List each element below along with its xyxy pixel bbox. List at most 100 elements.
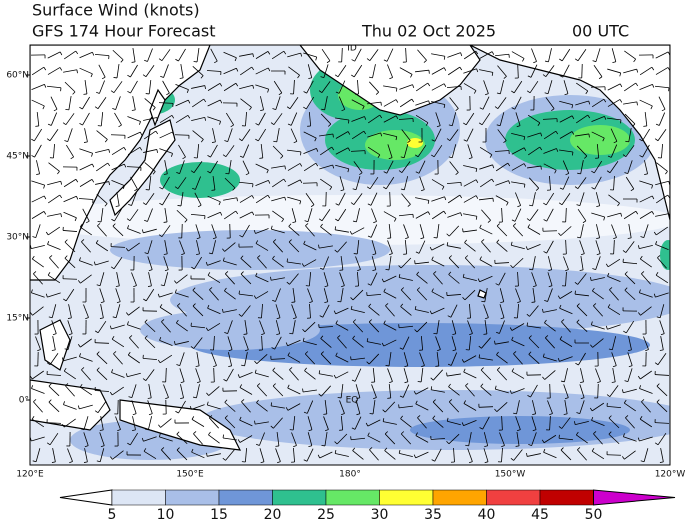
wind-barb: [243, 320, 248, 335]
wind-barb: [67, 304, 72, 319]
wind-barb: [111, 336, 125, 348]
wind-barb: [574, 48, 587, 62]
barb-flag: [463, 400, 466, 404]
wind-barb: [190, 337, 203, 349]
wind-barb: [209, 287, 219, 301]
barb-staff: [561, 321, 571, 333]
barb-staff: [223, 260, 237, 266]
barb-staff: [275, 96, 281, 110]
barb-flag: [461, 359, 465, 363]
wind-barb: [242, 160, 250, 176]
barb-flag: [496, 124, 501, 127]
barb-staff: [180, 384, 184, 398]
barb-staff: [207, 322, 221, 332]
wind-barb: [62, 226, 78, 232]
barb-staff: [273, 113, 283, 125]
barb-flag: [362, 106, 365, 110]
wind-barb: [193, 431, 203, 445]
barb-staff: [287, 387, 301, 395]
barb-flag: [100, 445, 105, 448]
barb-flag: [81, 367, 85, 371]
barb-flag: [565, 173, 569, 176]
wind-barb: [112, 96, 121, 110]
barb-flag: [637, 437, 640, 442]
latitude-label: 30°N: [6, 233, 29, 243]
wind-barb: [400, 303, 412, 316]
wind-barb: [193, 48, 200, 63]
barb-flag: [385, 269, 390, 271]
barb-flag: [147, 397, 152, 399]
wind-barb: [639, 83, 655, 91]
wind-barb: [305, 193, 315, 208]
barb-flag: [617, 202, 620, 207]
barb-staff: [335, 117, 349, 121]
barb-flag: [267, 89, 270, 93]
wind-barb: [143, 448, 157, 460]
barb-staff: [65, 288, 75, 302]
barb-flag: [404, 365, 408, 368]
barb-staff: [561, 48, 571, 62]
wind-barb: [31, 416, 45, 428]
wind-barb: [160, 272, 169, 287]
wind-barb: [350, 356, 365, 361]
barb-flag: [348, 119, 350, 124]
wind-barb: [163, 240, 168, 255]
barb-staff: [530, 384, 538, 398]
time-label: 00 UTC: [572, 22, 629, 41]
barb-staff: [383, 132, 397, 138]
barb-staff: [447, 52, 461, 58]
barb-flag: [155, 130, 159, 135]
barb-staff: [31, 180, 45, 186]
wind-barb: [542, 118, 558, 123]
barb-flag: [335, 203, 339, 206]
barb-staff: [212, 176, 216, 190]
barb-flag: [302, 388, 304, 393]
barb-flag: [479, 107, 484, 110]
barb-staff: [383, 275, 397, 283]
barb-staff: [47, 51, 61, 59]
barb-flag: [283, 51, 287, 55]
wind-barb: [319, 164, 335, 170]
wind-barb: [222, 102, 238, 107]
wind-barb: [147, 272, 152, 287]
wind-barb: [558, 226, 572, 236]
barb-flag: [243, 333, 248, 335]
wind-barb: [99, 288, 105, 304]
barb-flag: [293, 445, 297, 448]
wind-barb: [562, 239, 567, 255]
wind-barb: [238, 181, 254, 188]
barb-flag: [564, 397, 569, 400]
barb-staff: [132, 416, 136, 430]
barb-flag: [575, 362, 579, 366]
barb-staff: [84, 128, 88, 142]
barb-flag: [571, 131, 575, 135]
wind-barb: [62, 113, 75, 126]
wind-barb: [496, 239, 508, 252]
barb-staff: [224, 402, 236, 412]
wind-barb: [47, 67, 63, 75]
wind-barb: [205, 260, 221, 266]
barb-staff: [163, 256, 169, 270]
barb-staff: [415, 211, 429, 219]
barb-staff: [225, 449, 235, 461]
wind-barb: [241, 352, 248, 367]
barb-flag: [526, 218, 531, 221]
barb-staff: [405, 47, 407, 63]
barb-staff: [463, 165, 477, 169]
barb-staff: [208, 417, 220, 429]
wind-barb: [30, 244, 45, 250]
wind-barb: [289, 415, 296, 431]
wind-barb: [352, 319, 364, 333]
barb-flag: [205, 261, 208, 266]
wind-barb: [260, 96, 264, 112]
barb-flag: [479, 224, 482, 229]
barb-staff: [431, 101, 445, 105]
barb-staff: [607, 212, 621, 218]
barb-flag: [605, 325, 608, 330]
barb-flag: [545, 335, 549, 339]
wind-barb: [115, 288, 121, 304]
wind-barb: [94, 54, 110, 60]
barb-staff: [414, 69, 430, 73]
wind-barb: [526, 209, 539, 221]
barb-staff: [415, 387, 429, 395]
